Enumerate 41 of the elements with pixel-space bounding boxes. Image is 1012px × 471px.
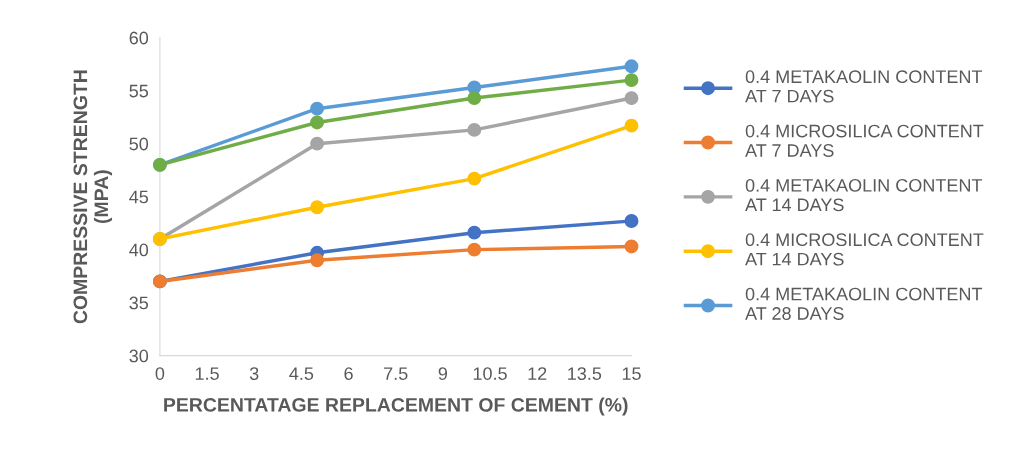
x-axis-title: PERCENTATAGE REPLACEMENT OF CEMENT (%) (164, 397, 628, 416)
x-tick-label: 4.5 (289, 367, 314, 380)
y-tick-label: 30 (129, 349, 149, 363)
point (624, 239, 639, 254)
y-tick-label: 55 (129, 84, 149, 98)
y-tick-label: 45 (129, 190, 149, 204)
point (624, 91, 639, 106)
point (624, 59, 639, 74)
point (467, 242, 482, 257)
y-axis-title: COMPRESSIVE STRENGTH (MPA) (73, 70, 113, 324)
y-tick-label: 40 (129, 243, 149, 257)
point (310, 115, 325, 130)
x-tick-label: 13.5 (568, 367, 602, 380)
x-tick-label: 10.5 (473, 367, 507, 380)
legend-label: 0.4 MICROSILICA CONTENT AT 7 DAYS (745, 124, 984, 157)
legend-label: 0.4 MICROSILICA CONTENT AT 14 DAYS (745, 233, 984, 266)
point (467, 122, 482, 137)
point (310, 200, 325, 215)
y-tick-label: 50 (129, 137, 149, 151)
x-tick-label: 6 (344, 367, 353, 380)
x-tick-label: 12 (528, 367, 547, 380)
point (467, 171, 482, 186)
point (310, 136, 325, 151)
point (467, 225, 482, 240)
x-tick-label: 7.5 (384, 367, 408, 380)
point (624, 118, 639, 133)
x-tick-label: 3 (249, 367, 259, 380)
legend-label: 0.4 METAKAOLIN CONTENT AT 14 DAYS (745, 178, 983, 212)
x-tick-label: 0 (155, 367, 165, 380)
y-tick-label: 60 (129, 31, 149, 45)
point (624, 214, 639, 228)
point (310, 101, 325, 116)
x-tick-label: 9 (438, 367, 448, 380)
legend-label: 0.4 METAKAOLIN CONTENT AT 7 DAYS (745, 70, 983, 103)
point (624, 73, 639, 88)
y-tick-label: 35 (129, 296, 149, 310)
x-tick-label: 1.5 (195, 367, 219, 380)
point (310, 253, 325, 268)
legend-label: 0.4 METAKAOLIN CONTENT AT 28 DAYS (745, 287, 983, 320)
point (467, 91, 482, 106)
x-tick-label: 15 (622, 367, 641, 380)
